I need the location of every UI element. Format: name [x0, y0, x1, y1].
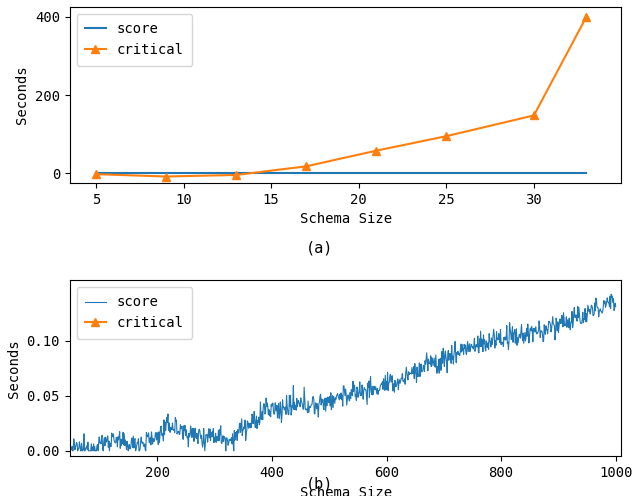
score: [607, 291, 615, 297]
Legend: score, critical: score, critical: [77, 14, 192, 65]
score: [169, 427, 177, 433]
score: [92, 171, 100, 177]
critical: [530, 113, 538, 119]
Line: score: score: [72, 294, 616, 451]
score: [68, 447, 76, 453]
Y-axis label: Seconds: Seconds: [15, 66, 29, 124]
score: [302, 171, 310, 177]
Text: (a): (a): [307, 241, 333, 255]
critical: [92, 171, 100, 177]
critical: [442, 133, 450, 139]
score: [94, 448, 102, 454]
score: [294, 400, 301, 406]
score: [68, 448, 76, 454]
score: [582, 171, 590, 177]
score: [442, 171, 450, 177]
Y-axis label: Seconds: Seconds: [7, 339, 21, 397]
score: [232, 171, 240, 177]
critical: [372, 148, 380, 154]
critical: [582, 14, 590, 20]
score: [389, 388, 397, 394]
score: [594, 305, 602, 310]
score: [162, 171, 170, 177]
Text: (b): (b): [307, 476, 333, 491]
score: [585, 309, 593, 314]
X-axis label: Schema Size: Schema Size: [300, 486, 392, 496]
Legend: score, critical: score, critical: [77, 287, 192, 339]
X-axis label: Schema Size: Schema Size: [300, 212, 392, 227]
critical: [162, 174, 170, 180]
critical: [302, 163, 310, 169]
Line: critical: critical: [92, 12, 591, 181]
score: [612, 303, 620, 309]
score: [530, 171, 538, 177]
score: [372, 171, 380, 177]
critical: [232, 172, 240, 178]
